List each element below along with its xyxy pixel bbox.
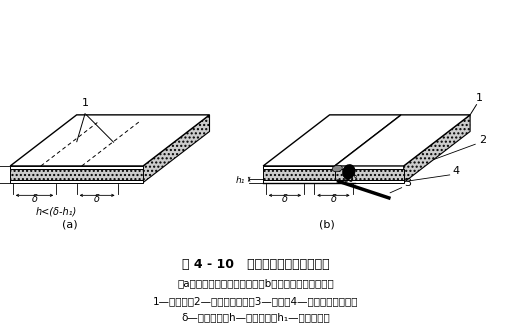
Polygon shape [143, 115, 210, 182]
Text: 2: 2 [479, 135, 486, 145]
Text: 图 4 - 10   风管侧板阶梯线切割示意: 图 4 - 10 风管侧板阶梯线切割示意 [182, 258, 329, 271]
Text: 3: 3 [404, 179, 411, 188]
Text: 4: 4 [452, 166, 459, 176]
Polygon shape [263, 168, 335, 180]
Text: 90°: 90° [344, 175, 358, 184]
Polygon shape [263, 115, 401, 166]
Polygon shape [335, 168, 404, 180]
Text: δ: δ [32, 194, 37, 204]
Polygon shape [263, 166, 335, 168]
Text: (b): (b) [318, 219, 334, 229]
Text: (a): (a) [62, 219, 78, 229]
Text: （a）板材阶梯线切割示意；（b）用刁刀切至尺寸示意: （a）板材阶梯线切割示意；（b）用刁刀切至尺寸示意 [177, 279, 334, 288]
Polygon shape [404, 115, 470, 182]
Text: h₁: h₁ [236, 176, 245, 185]
Text: 1: 1 [82, 98, 88, 109]
Polygon shape [10, 168, 143, 180]
Polygon shape [10, 166, 143, 168]
Polygon shape [335, 115, 470, 166]
Polygon shape [263, 180, 404, 182]
Polygon shape [10, 115, 210, 166]
Text: 1—阶梯线；2—待去除夹芯层；3—刁刀；4—风管板外覆面层；: 1—阶梯线；2—待去除夹芯层；3—刁刀；4—风管板外覆面层； [153, 296, 358, 306]
Text: 1: 1 [476, 93, 482, 103]
Ellipse shape [332, 165, 342, 172]
Text: δ—风管板厘；h—切割深度；h₁—覆面层厘度: δ—风管板厘；h—切割深度；h₁—覆面层厘度 [181, 312, 330, 322]
Text: δ: δ [282, 194, 288, 204]
Text: δ: δ [94, 194, 100, 204]
Text: δ: δ [331, 194, 336, 204]
Ellipse shape [343, 165, 355, 179]
Polygon shape [10, 180, 143, 182]
Text: h<(δ-h₁): h<(δ-h₁) [36, 206, 77, 216]
